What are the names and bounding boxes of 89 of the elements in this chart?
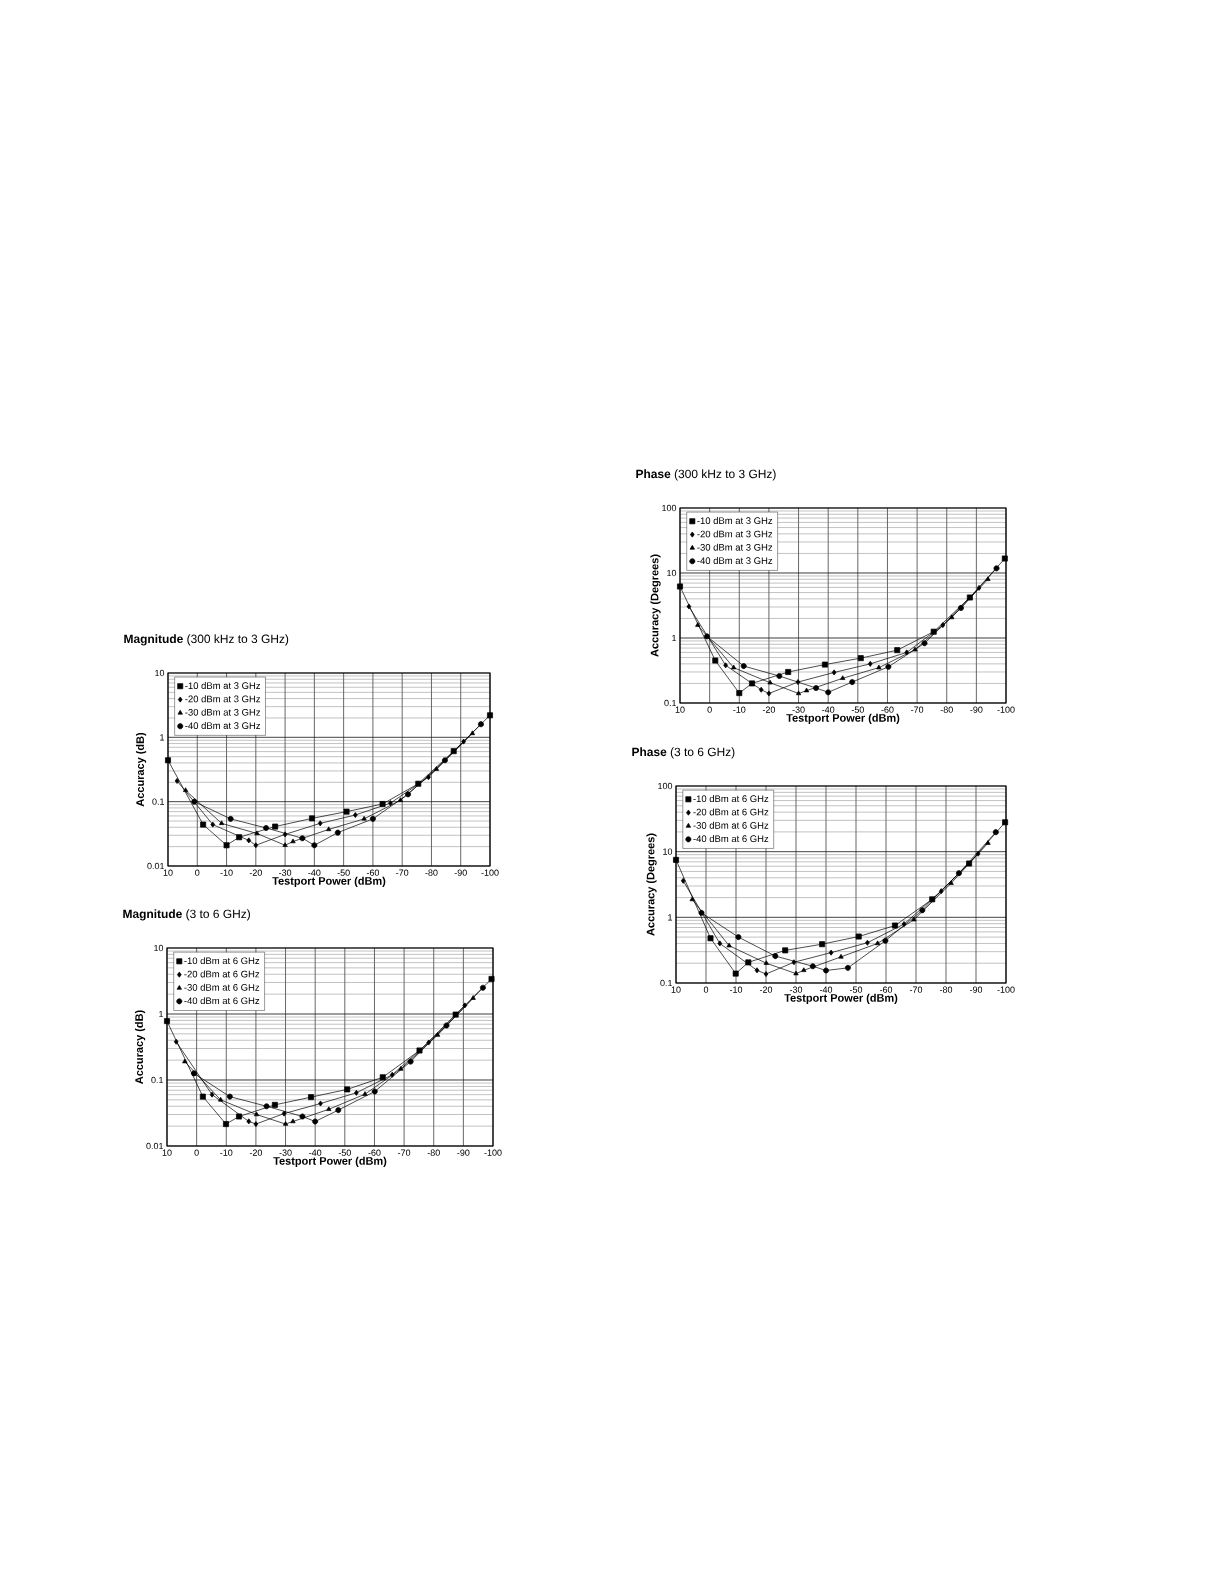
x-tick-label: -60	[366, 869, 380, 876]
x-tick-label: -90	[969, 986, 983, 993]
x-tick-label: -70	[396, 869, 409, 876]
x-tick-label: -100	[484, 1149, 502, 1156]
legend-label: -10 dBm at 3 GHz	[185, 682, 261, 689]
x-axis-title: Testport Power (dBm)	[786, 713, 900, 724]
y-axis-title: Accuracy (dB)	[135, 732, 147, 807]
x-tick-label: -60	[881, 706, 894, 713]
x-tick-label: -10	[220, 869, 233, 876]
x-tick-label: -60	[879, 986, 893, 993]
x-tick-label: -50	[849, 986, 863, 993]
y-tick-label: 1	[672, 634, 677, 642]
y-tick-label: 0.01	[147, 862, 165, 870]
chart-title: Phase (3 to 6 GHz)	[632, 747, 735, 759]
chart-title: Magnitude (3 to 6 GHz)	[123, 909, 250, 921]
x-tick-label: -40	[308, 869, 321, 876]
legend-label: -40 dBm at 3 GHz	[697, 557, 773, 565]
legend-label: -10 dBm at 6 GHz	[184, 957, 260, 965]
x-tick-label: 10	[675, 706, 685, 713]
x-tick-label: 0	[194, 1149, 199, 1156]
x-tick-label: -70	[911, 706, 924, 713]
chart-title: Magnitude (300 kHz to 3 GHz)	[124, 634, 289, 646]
x-tick-label: -50	[337, 869, 350, 876]
x-tick-label: -50	[338, 1149, 351, 1156]
y-axis-title: Accuracy (Degrees)	[646, 833, 657, 936]
legend-label: -40 dBm at 6 GHz	[693, 835, 769, 843]
x-axis-title: Testport Power (dBm)	[273, 1156, 387, 1167]
x-tick-label: -30	[792, 706, 805, 713]
x-tick-label: -20	[249, 869, 262, 876]
x-tick-label: -90	[457, 1149, 470, 1156]
legend-label: -30 dBm at 3 GHz	[185, 708, 261, 716]
x-tick-label: -80	[939, 986, 953, 993]
x-tick-label: -80	[425, 869, 438, 876]
y-axis-title: Accuracy (dB)	[134, 1010, 146, 1084]
x-tick-label: -80	[427, 1149, 440, 1156]
y-tick-label: 0.01	[146, 1142, 164, 1150]
y-tick-label: 0.1	[152, 798, 165, 805]
y-tick-label: 1	[160, 734, 165, 741]
x-tick-label: -20	[249, 1149, 263, 1156]
x-tick-label: -100	[481, 869, 499, 876]
legend-label: -40 dBm at 3 GHz	[185, 722, 261, 729]
x-tick-label: -60	[368, 1149, 381, 1156]
x-tick-label: 0	[195, 869, 200, 876]
x-tick-label: -40	[822, 706, 835, 713]
chart-title: Phase (300 kHz to 3 GHz)	[636, 469, 776, 481]
x-tick-label: -10	[733, 706, 746, 713]
x-tick-label: -20	[762, 706, 776, 713]
x-tick-label: -30	[789, 986, 803, 993]
y-tick-label: 0.1	[151, 1076, 164, 1084]
legend-label: -30 dBm at 6 GHz	[184, 983, 260, 991]
x-tick-label: -20	[759, 986, 773, 993]
y-tick-label: 100	[658, 782, 673, 790]
x-tick-label: -100	[997, 706, 1015, 713]
x-tick-label: -70	[398, 1149, 411, 1156]
legend-label: -10 dBm at 6 GHz	[693, 795, 769, 803]
x-tick-label: -80	[940, 706, 953, 713]
legend-label: -20 dBm at 6 GHz	[184, 970, 260, 978]
y-tick-label: 1	[159, 1010, 164, 1018]
legend-label: -10 dBm at 3 GHz	[697, 517, 773, 525]
x-tick-label: -50	[851, 706, 864, 713]
x-tick-label: -100	[997, 986, 1015, 993]
legend-label: -20 dBm at 3 GHz	[697, 530, 773, 538]
y-tick-label: 100	[662, 504, 677, 512]
y-tick-label: 10	[154, 944, 164, 952]
x-tick-label: -90	[970, 706, 983, 713]
x-tick-label: -40	[819, 986, 833, 993]
x-tick-label: -70	[909, 986, 923, 993]
x-tick-label: -40	[309, 1149, 322, 1156]
y-tick-label: 10	[663, 848, 673, 855]
y-tick-label: 0.1	[664, 699, 677, 707]
y-tick-label: 10	[155, 669, 165, 677]
x-tick-label: 0	[707, 706, 712, 713]
legend-label: -40 dBm at 6 GHz	[184, 997, 260, 1005]
legend-label: -20 dBm at 6 GHz	[693, 808, 769, 816]
legend-label: -30 dBm at 3 GHz	[697, 543, 773, 551]
x-tick-label: -30	[279, 1149, 292, 1156]
x-tick-label: -90	[454, 869, 467, 876]
x-axis-title: Testport Power (dBm)	[272, 876, 386, 887]
y-axis-title: Accuracy (Degrees)	[650, 554, 661, 657]
y-tick-label: 1	[668, 914, 673, 921]
legend-label: -30 dBm at 6 GHz	[693, 821, 769, 829]
legend-label: -20 dBm at 3 GHz	[185, 695, 261, 703]
x-tick-label: -30	[279, 869, 292, 876]
y-tick-label: 0.1	[660, 979, 673, 987]
x-tick-label: 0	[703, 986, 709, 993]
x-axis-title: Testport Power (dBm)	[784, 993, 898, 1004]
x-tick-label: -10	[729, 986, 743, 993]
y-tick-label: 10	[667, 569, 677, 577]
x-tick-label: -10	[220, 1149, 233, 1156]
